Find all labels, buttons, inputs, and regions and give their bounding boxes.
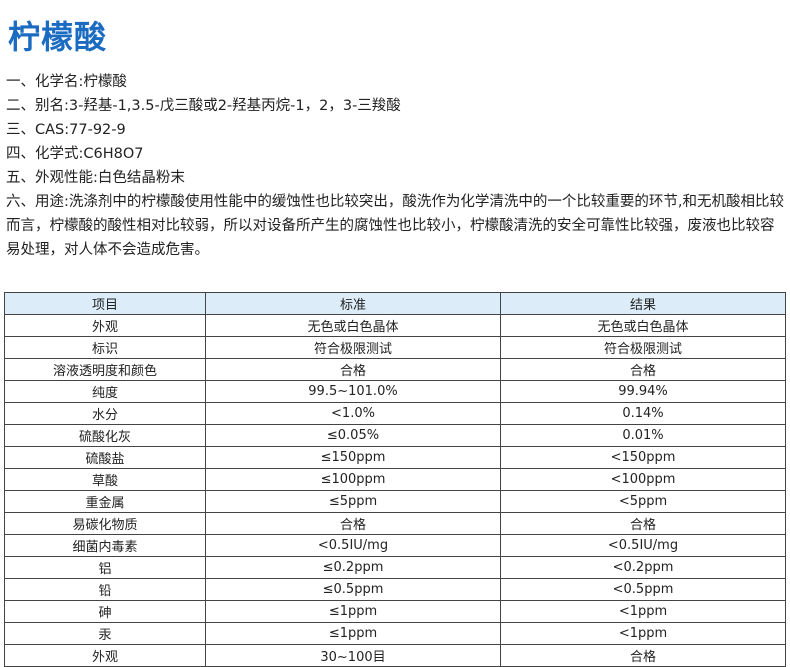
table-cell: 99.94% — [500, 380, 786, 403]
table-cell: ≤0.5ppm — [205, 578, 501, 601]
table-cell: ≤0.2ppm — [205, 556, 501, 579]
info-list: 一、化学名:柠檬酸 二、别名:3-羟基-1,3.5-戊三酸或2-羟基丙烷-1，2… — [6, 70, 786, 262]
table-cell: <0.5IU/mg — [205, 534, 501, 557]
table-cell: 纯度 — [4, 380, 206, 403]
header-cell: 项目 — [4, 292, 206, 315]
table-cell: 砷 — [4, 600, 206, 623]
info-line: 二、别名:3-羟基-1,3.5-戊三酸或2-羟基丙烷-1，2，3-三羧酸 — [6, 98, 401, 114]
table-cell: <5ppm — [500, 490, 786, 513]
table-cell: <1.0% — [205, 402, 501, 425]
info-line: 四、化学式:C6H8O7 — [6, 146, 144, 162]
table-cell: 0.14% — [500, 402, 786, 425]
table-cell: 溶液透明度和颜色 — [4, 358, 206, 381]
table-cell: 重金属 — [4, 490, 206, 513]
table-cell: 合格 — [500, 644, 786, 667]
table-cell: 30~100目 — [205, 644, 501, 667]
table-row: 砷 ≤1ppm <1ppm — [4, 600, 786, 623]
table-cell: <1ppm — [500, 622, 786, 645]
table-row: 水分 <1.0% 0.14% — [4, 402, 786, 425]
table-cell: 硫酸化灰 — [4, 424, 206, 447]
table-cell: 铅 — [4, 578, 206, 601]
table-row: 标识 符合极限测试 符合极限测试 — [4, 336, 786, 359]
table-cell: ≤5ppm — [205, 490, 501, 513]
header-cell: 结果 — [500, 292, 786, 315]
table-cell: 符合极限测试 — [205, 336, 501, 359]
table-row: 外观 无色或白色晶体 无色或白色晶体 — [4, 314, 786, 337]
table-cell: 合格 — [205, 512, 501, 535]
table-cell: <0.5IU/mg — [500, 534, 786, 557]
table-row: 纯度 99.5~101.0% 99.94% — [4, 380, 786, 403]
info-line: 六、用途:洗涤剂中的柠檬酸使用性能中的缓蚀性也比较突出，酸洗作为化学清洗中的一个… — [6, 194, 784, 258]
table-cell: 细菌内毒素 — [4, 534, 206, 557]
table-row: 硫酸化灰 ≤0.05% 0.01% — [4, 424, 786, 447]
table-cell: 铝 — [4, 556, 206, 579]
table-cell: 草酸 — [4, 468, 206, 491]
info-line: 五、外观性能:白色结晶粉末 — [6, 170, 185, 186]
table-cell: 标识 — [4, 336, 206, 359]
table-cell: 合格 — [500, 512, 786, 535]
table-cell: <100ppm — [500, 468, 786, 491]
page-title: 柠檬酸 — [8, 18, 108, 56]
table-header: 项目 标准 结果 — [4, 292, 786, 315]
table-row: 重金属 ≤5ppm <5ppm — [4, 490, 786, 513]
spec-table: 项目 标准 结果 外观 无色或白色晶体 无色或白色晶体 标识 符合极限测试 符合极限测试溶… — [4, 292, 786, 667]
table-cell: <0.5ppm — [500, 578, 786, 601]
table-cell: <0.2ppm — [500, 556, 786, 579]
table-cell: <150ppm — [500, 446, 786, 469]
table-row: 易碳化物质 合格 合格 — [4, 512, 786, 535]
table-cell: 硫酸盐 — [4, 446, 206, 469]
table-row: 草酸 ≤100ppm <100ppm — [4, 468, 786, 491]
table-row: 溶液透明度和颜色 合格 合格 — [4, 358, 786, 381]
table-row: 汞 ≤1ppm <1ppm — [4, 622, 786, 645]
table-cell: 符合极限测试 — [500, 336, 786, 359]
table-cell: ≤150ppm — [205, 446, 501, 469]
table-row: 硫酸盐 ≤150ppm <150ppm — [4, 446, 786, 469]
table-cell: 汞 — [4, 622, 206, 645]
table-cell: <1ppm — [500, 600, 786, 623]
table-cell: 外观 — [4, 314, 206, 337]
table-row: 铅 ≤0.5ppm <0.5ppm — [4, 578, 786, 601]
table-row: 外观 30~100目 合格 — [4, 644, 786, 667]
table-cell: 0.01% — [500, 424, 786, 447]
info-line: 一、化学名:柠檬酸 — [6, 74, 127, 90]
table-cell: ≤0.05% — [205, 424, 501, 447]
table-cell: 合格 — [500, 358, 786, 381]
table-row: 铝 ≤0.2ppm <0.2ppm — [4, 556, 786, 579]
table-cell: 易碳化物质 — [4, 512, 206, 535]
table-cell: 无色或白色晶体 — [205, 314, 501, 337]
table-cell: 水分 — [4, 402, 206, 425]
table-cell: 99.5~101.0% — [205, 380, 501, 403]
table-cell: ≤100ppm — [205, 468, 501, 491]
table-cell: 无色或白色晶体 — [500, 314, 786, 337]
table-cell: 合格 — [205, 358, 501, 381]
header-cell: 标准 — [205, 292, 501, 315]
info-line: 三、CAS:77-92-9 — [6, 122, 126, 138]
table-cell: ≤1ppm — [205, 622, 501, 645]
table-row: 细菌内毒素 <0.5IU/mg <0.5IU/mg — [4, 534, 786, 557]
table-cell: 外观 — [4, 644, 206, 667]
table-cell: ≤1ppm — [205, 600, 501, 623]
